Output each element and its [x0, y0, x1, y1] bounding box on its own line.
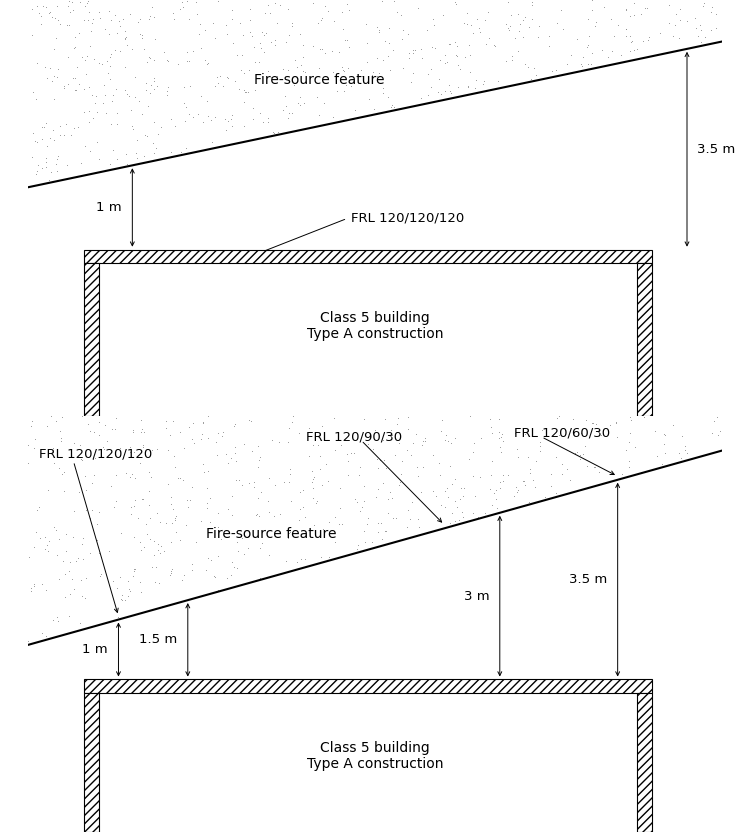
Polygon shape: [28, 0, 722, 187]
Bar: [84, 680, 652, 693]
Bar: [84, 250, 652, 264]
Text: Fire-source feature: Fire-source feature: [206, 527, 336, 541]
Polygon shape: [28, 416, 722, 645]
Bar: [637, 693, 652, 832]
Text: FRL 120/120/120: FRL 120/120/120: [351, 212, 464, 225]
Text: 3.5 m: 3.5 m: [569, 573, 608, 586]
Text: 1 m: 1 m: [96, 201, 122, 214]
Text: FRL 120/120/120: FRL 120/120/120: [39, 448, 152, 461]
Text: Fire-source feature: Fire-source feature: [254, 72, 385, 87]
Bar: [84, 264, 99, 416]
Text: Class 5 building
Type A construction: Class 5 building Type A construction: [307, 740, 443, 770]
Bar: [84, 693, 99, 832]
Text: 3 m: 3 m: [464, 590, 490, 602]
Text: 1.5 m: 1.5 m: [140, 633, 178, 646]
Bar: [637, 264, 652, 416]
Text: Class 5 building
Type A construction: Class 5 building Type A construction: [307, 311, 443, 341]
Text: FRL 120/90/30: FRL 120/90/30: [306, 430, 402, 443]
Text: FRL 120/60/30: FRL 120/60/30: [514, 427, 610, 440]
Text: (a) Single FRL: (a) Single FRL: [315, 433, 435, 448]
Text: 1 m: 1 m: [82, 643, 108, 656]
Text: 3.5 m: 3.5 m: [698, 143, 736, 156]
